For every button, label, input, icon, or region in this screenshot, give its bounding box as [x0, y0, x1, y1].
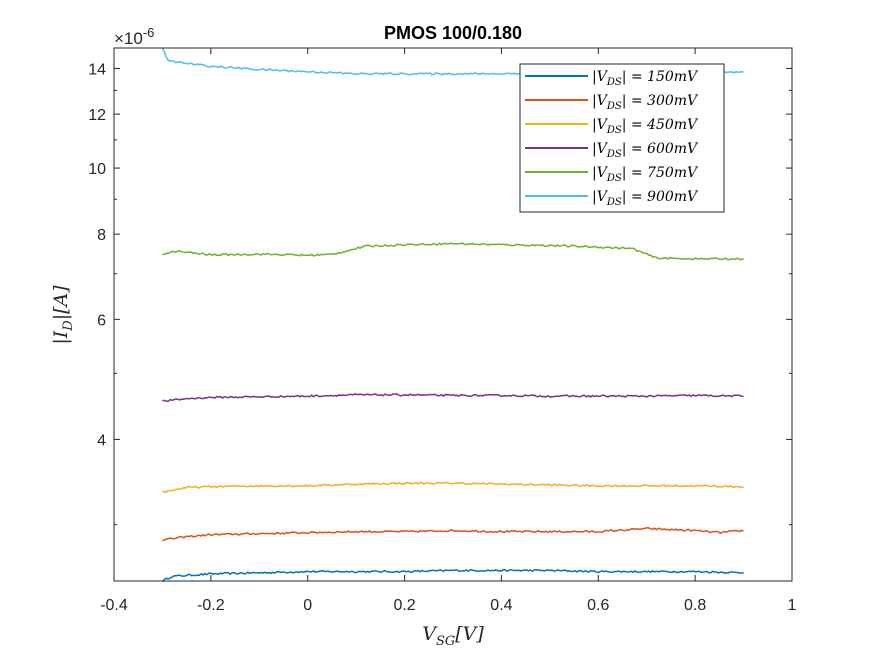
x-tick-label: 1 [788, 597, 797, 614]
legend-entry-6: |VDS| = 900mV [592, 189, 699, 208]
legend-entry-2: |VDS| = 300mV [592, 93, 699, 112]
y-tick-label: 12 [88, 107, 106, 124]
legend: |VDS| = 150mV |VDS| = 300mV |VDS| = 450mV |… [519, 63, 725, 213]
x-tick-label: -0.2 [197, 597, 225, 614]
legend-entry-4: |VDS| = 600mV [592, 141, 699, 160]
legend-entry-1: |VDS| = 150mV [592, 69, 699, 88]
y-exponent-base: ×10 [114, 29, 143, 48]
y-tick-label: 14 [88, 61, 106, 78]
legend-entry-3: |VDS| = 450mV [592, 117, 699, 136]
x-tick-label: 0 [303, 597, 312, 614]
series-line-3 [162, 481, 744, 493]
x-tick-label: 0.8 [684, 597, 706, 614]
x-tick-label: 0.6 [587, 597, 609, 614]
y-tick-label: 4 [97, 432, 106, 449]
y-exponent-power: -6 [143, 25, 155, 40]
y-tick-label: 6 [97, 312, 106, 329]
series-line-2 [162, 527, 744, 542]
series-line-4 [162, 393, 744, 403]
y-tick-label: 10 [88, 161, 106, 178]
legend-box [519, 63, 725, 213]
series-line-5 [162, 242, 744, 261]
chart-title: PMOS 100/0.180 [384, 23, 522, 43]
x-tick-label: -0.4 [100, 597, 128, 614]
legend-entry-5: |VDS| = 750mV [592, 165, 699, 184]
y-exponent-label: ×10-6 [114, 25, 154, 48]
x-tick-label: 0.2 [393, 597, 415, 614]
x-tick-label: 0.4 [490, 597, 512, 614]
x-axis-label: VSG[V] [422, 623, 484, 649]
y-tick-label: 8 [97, 227, 106, 244]
y-axis-label: |ID|[A] [50, 285, 76, 345]
series-line-1 [161, 568, 744, 583]
axes-box [113, 47, 793, 582]
